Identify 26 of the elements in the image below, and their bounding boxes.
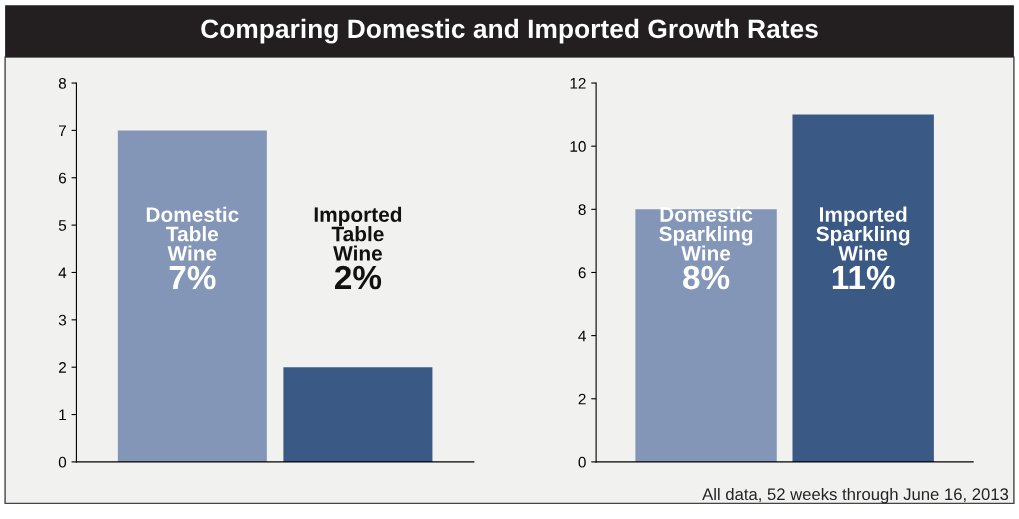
y-tick-label: 0 xyxy=(58,456,67,468)
y-tick-label: 8 xyxy=(578,204,586,216)
y-tick-label: 4 xyxy=(578,330,586,342)
x-tick-label: Domestic Table Wine xyxy=(146,206,239,261)
y-tick-label: 4 xyxy=(58,267,67,279)
x-tick-label: Imported Sparkling Wine xyxy=(816,206,910,261)
y-tick-label: 2 xyxy=(578,393,586,405)
data-label: 8% xyxy=(683,265,730,290)
y-tick-label: 0 xyxy=(578,456,586,468)
y-tick-label: 5 xyxy=(58,220,67,231)
y-tick-label: 1 xyxy=(59,409,66,421)
y-tick-label: 12 xyxy=(570,77,586,89)
text: All data, 52 weeks through June 16, 2013 xyxy=(702,487,1009,504)
y-tick-label: 7 xyxy=(58,125,66,136)
y-tick-label: 10 xyxy=(570,141,586,152)
data-label: 2% xyxy=(334,265,382,290)
data-label: 7% xyxy=(169,265,216,290)
chart-title: Comparing Domestic and Imported Growth Rates xyxy=(201,18,818,44)
y-tick-label: 8 xyxy=(58,77,67,89)
y-tick-label: 6 xyxy=(578,267,586,279)
y-tick-label: 3 xyxy=(58,314,67,326)
x-tick-label: Domestic Sparkling Wine xyxy=(659,206,753,261)
data-label: 11% xyxy=(832,265,895,290)
x-tick-label: Imported Table Wine xyxy=(314,206,402,261)
y-tick-label: 2 xyxy=(58,362,66,373)
y-tick-label: 6 xyxy=(58,172,67,184)
